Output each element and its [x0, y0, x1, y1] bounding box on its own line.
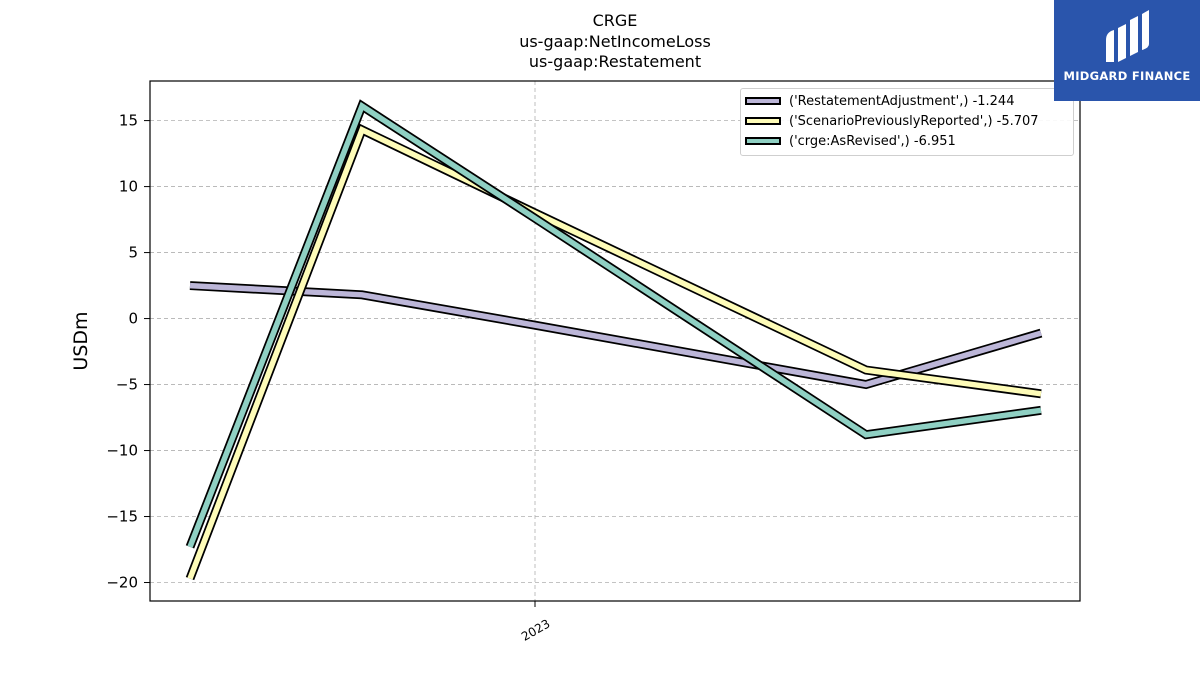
chart-title-subject: us-gaap:Restatement: [528, 52, 702, 71]
logo-text: MIDGARD FINANCE: [1063, 69, 1191, 83]
y-tick-label: −15: [106, 508, 138, 526]
legend-item: ('RestatementAdjustment',) -1.244: [745, 91, 1014, 111]
legend-label: ('ScenarioPreviouslyReported',) -5.707: [789, 113, 1039, 129]
legend-swatch-previously-reported: [745, 117, 781, 125]
brand-logo: MIDGARD FINANCE: [1054, 0, 1200, 101]
series-line-outline: [185, 99, 1042, 549]
y-tick-label: −20: [106, 574, 138, 592]
legend-item: ('crge:AsRevised',) -6.951: [745, 131, 956, 151]
y-tick-label: 15: [119, 112, 138, 130]
y-tick-label: −10: [106, 442, 138, 460]
y-tick-label: 5: [128, 244, 138, 262]
series-line: [187, 101, 1042, 548]
x-tick-label: 2023: [519, 616, 552, 643]
chart-legend: ('RestatementAdjustment',) -1.244 ('Scen…: [740, 88, 1074, 156]
legend-swatch-restatement-adjustment: [745, 97, 781, 105]
chart-title-metric: us-gaap:NetIncomeLoss: [519, 32, 711, 51]
y-tick-label: 10: [119, 178, 138, 196]
series-line-outline: [185, 123, 1042, 581]
legend-swatch-as-revised: [745, 137, 781, 145]
chart-title-company: CRGE: [592, 11, 638, 30]
plot-frame: [149, 80, 1081, 602]
legend-item: ('ScenarioPreviouslyReported',) -5.707: [745, 111, 1039, 131]
y-tick-label: −5: [116, 376, 138, 394]
series-line: [187, 126, 1042, 580]
midgard-logo-icon: [1106, 10, 1149, 62]
legend-label: ('RestatementAdjustment',) -1.244: [789, 93, 1015, 109]
y-axis-label: USDm: [70, 311, 92, 370]
y-tick-label: 0: [128, 310, 138, 328]
legend-label: ('crge:AsRevised',) -6.951: [789, 133, 956, 149]
